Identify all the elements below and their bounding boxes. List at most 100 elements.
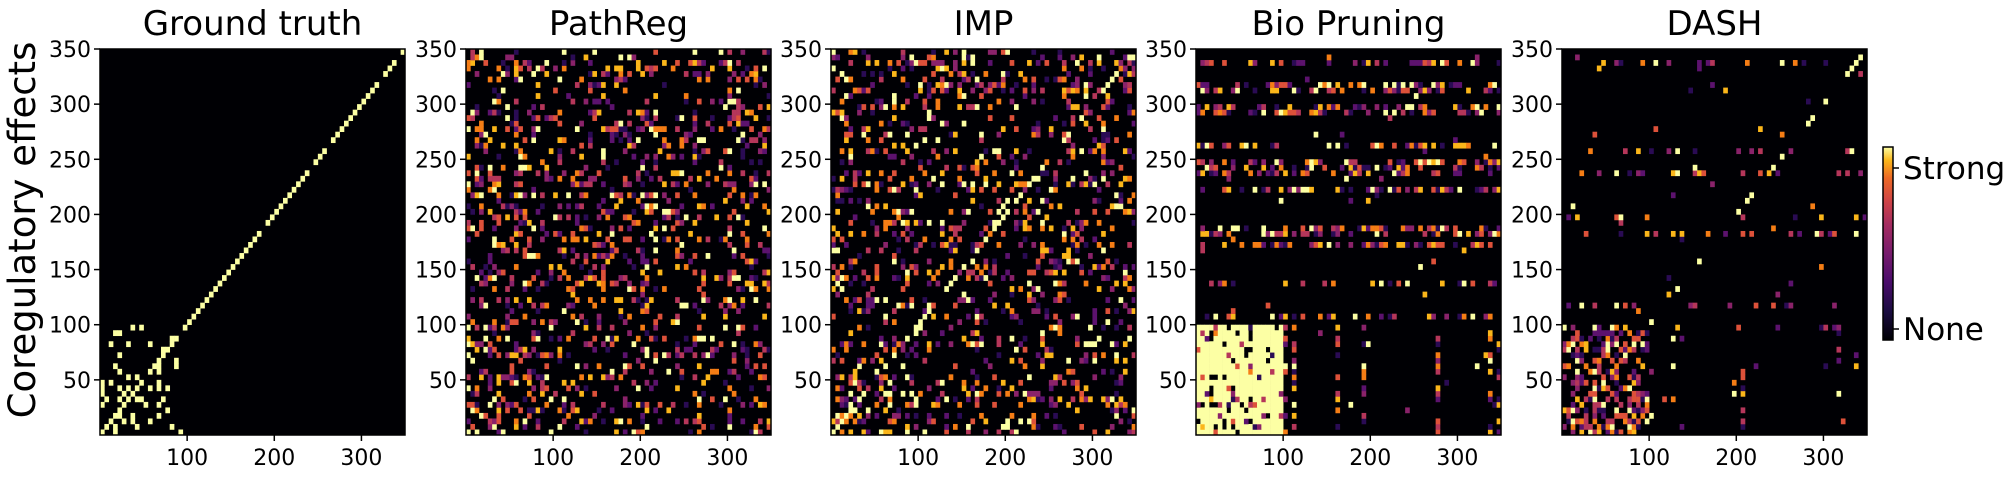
heatmap-cell (974, 319, 980, 326)
heatmap-cell (909, 175, 915, 182)
heatmap-cell (605, 258, 611, 265)
heatmap-cell (505, 319, 510, 326)
heatmap-cell (1304, 164, 1310, 171)
heatmap-cell (1079, 181, 1085, 188)
heatmap-cell (583, 429, 589, 436)
heatmap-cell (466, 313, 471, 320)
heatmap-cell (570, 230, 576, 237)
heatmap-cell (992, 374, 997, 381)
heatmap-cell (749, 264, 754, 270)
heatmap-cell (1374, 225, 1380, 232)
heatmap-cell (596, 109, 602, 116)
heatmap-cell (466, 236, 471, 243)
heatmap-cell (1257, 368, 1262, 375)
heatmap-cell (505, 104, 510, 110)
heatmap-cell (618, 374, 624, 381)
heatmap-cell (1771, 302, 1776, 309)
heatmap-cell (622, 175, 628, 182)
heatmap-cell (1335, 104, 1341, 110)
heatmap-cell (848, 60, 854, 66)
heatmap-cell (666, 407, 672, 414)
heatmap-cell (1075, 76, 1080, 83)
heatmap-cell (1740, 170, 1746, 177)
heatmap-cell (705, 120, 711, 127)
heatmap-cell (579, 203, 584, 210)
heatmap-cell (848, 390, 854, 397)
heatmap-cell (835, 192, 841, 199)
heatmap-cell (174, 363, 179, 370)
heatmap-cell (466, 385, 471, 392)
heatmap-cell (926, 109, 932, 116)
heatmap-cell (740, 49, 746, 55)
heatmap-cell (1483, 87, 1489, 94)
y-tick-label: 350 (49, 38, 91, 63)
heatmap-cell (1318, 225, 1323, 232)
heatmap-cell (1213, 390, 1219, 397)
heatmap-cell (1836, 357, 1842, 364)
heatmap-cell (640, 346, 645, 353)
heatmap-cell (1492, 230, 1497, 237)
heatmap-cell (531, 192, 537, 199)
heatmap-cell (1396, 87, 1402, 94)
heatmap-cell (1840, 418, 1846, 425)
heatmap-cell (1014, 313, 1019, 320)
heatmap-cell (657, 401, 663, 408)
heatmap-cell (1779, 153, 1785, 160)
heatmap-cell (113, 429, 118, 436)
heatmap-cell (996, 352, 1002, 359)
heatmap-cell (1836, 170, 1842, 177)
heatmap-cell (957, 82, 963, 88)
heatmap-cell (987, 115, 993, 121)
heatmap-cell (518, 208, 523, 215)
heatmap-cell (878, 374, 884, 381)
heatmap-cell (1200, 341, 1206, 348)
heatmap-cell (857, 297, 862, 303)
heatmap-cell (1022, 203, 1028, 210)
heatmap-cell (1118, 65, 1124, 72)
heatmap-cell (683, 181, 689, 188)
heatmap-cell (892, 341, 897, 348)
heatmap-cell (592, 82, 598, 88)
heatmap-cell (496, 197, 502, 204)
heatmap-cell (1766, 170, 1772, 177)
heatmap-cell (931, 54, 936, 61)
heatmap-cell (1075, 313, 1080, 320)
heatmap-cell (1274, 109, 1280, 116)
heatmap-cell (731, 341, 737, 348)
heatmap-cell (1496, 60, 1502, 66)
heatmap-cell (1697, 60, 1702, 66)
heatmap-cell (1265, 374, 1271, 381)
heatmap-cell (557, 335, 563, 342)
heatmap-cell (505, 335, 510, 342)
heatmap-cell (996, 341, 1002, 348)
heatmap-cell (848, 93, 854, 99)
heatmap-cell (553, 65, 558, 72)
heatmap-cell (740, 197, 746, 204)
heatmap-cell (683, 401, 689, 408)
heatmap-cell (1261, 407, 1267, 414)
heatmap-cell (757, 104, 763, 110)
heatmap-cell (147, 385, 153, 392)
heatmap-cell (1457, 104, 1463, 110)
heatmap-cell (692, 148, 698, 155)
heatmap-cell (1710, 82, 1715, 88)
heatmap-cell (1235, 396, 1240, 403)
heatmap-cell (1579, 341, 1585, 348)
heatmap-cell (1226, 396, 1232, 403)
heatmap-cell (1614, 341, 1619, 348)
heatmap-cell (1492, 159, 1497, 166)
heatmap-cell (1127, 104, 1132, 110)
heatmap-cell (1213, 335, 1219, 342)
heatmap-cell (683, 137, 689, 144)
heatmap-cell (1296, 60, 1301, 66)
heatmap-cell (1487, 87, 1493, 94)
heatmap-cell (1070, 181, 1076, 188)
heatmap-cell (134, 396, 140, 403)
heatmap-cell (513, 120, 519, 127)
heatmap-cell (723, 148, 728, 155)
heatmap-cell (766, 115, 772, 121)
heatmap-cell (1118, 60, 1124, 66)
y-tick-label: 250 (1511, 148, 1553, 173)
heatmap-cell (1109, 341, 1115, 348)
heatmap-cell (1118, 203, 1124, 210)
